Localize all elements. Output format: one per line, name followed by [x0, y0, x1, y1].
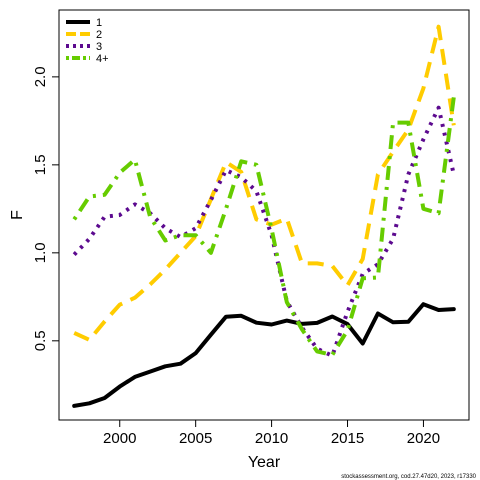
y-tick-label: 1.5 — [32, 154, 49, 175]
x-tick-label: 2005 — [179, 430, 212, 447]
x-axis: 2000 2005 2010 2015 2020 — [103, 419, 440, 447]
y-axis: 0.5 1.0 1.5 2.0 — [32, 66, 60, 351]
legend-label-4: 4+ — [96, 53, 109, 65]
series-lines — [72, 24, 456, 408]
y-axis-title: F — [9, 210, 26, 220]
x-tick-label: 2000 — [103, 430, 136, 447]
series-line-1 — [72, 302, 456, 408]
series-line-3 — [72, 105, 456, 358]
legend-label-3: 3 — [96, 41, 102, 53]
y-tick-label: 2.0 — [32, 66, 49, 87]
x-axis-title: Year — [248, 454, 281, 471]
credit-text: stockassessment.org, cod.27.47d20, 2023,… — [341, 474, 476, 480]
legend-label-2: 2 — [96, 29, 102, 41]
series-line-2 — [73, 24, 456, 342]
y-tick-label: 1.0 — [32, 242, 49, 263]
x-tick-label: 2020 — [407, 430, 440, 447]
y-tick-label: 0.5 — [32, 330, 49, 351]
legend-label-1: 1 — [96, 17, 102, 29]
series-line-4 — [72, 96, 456, 357]
x-tick-label: 2010 — [255, 430, 288, 447]
x-tick-label: 2015 — [331, 430, 364, 447]
